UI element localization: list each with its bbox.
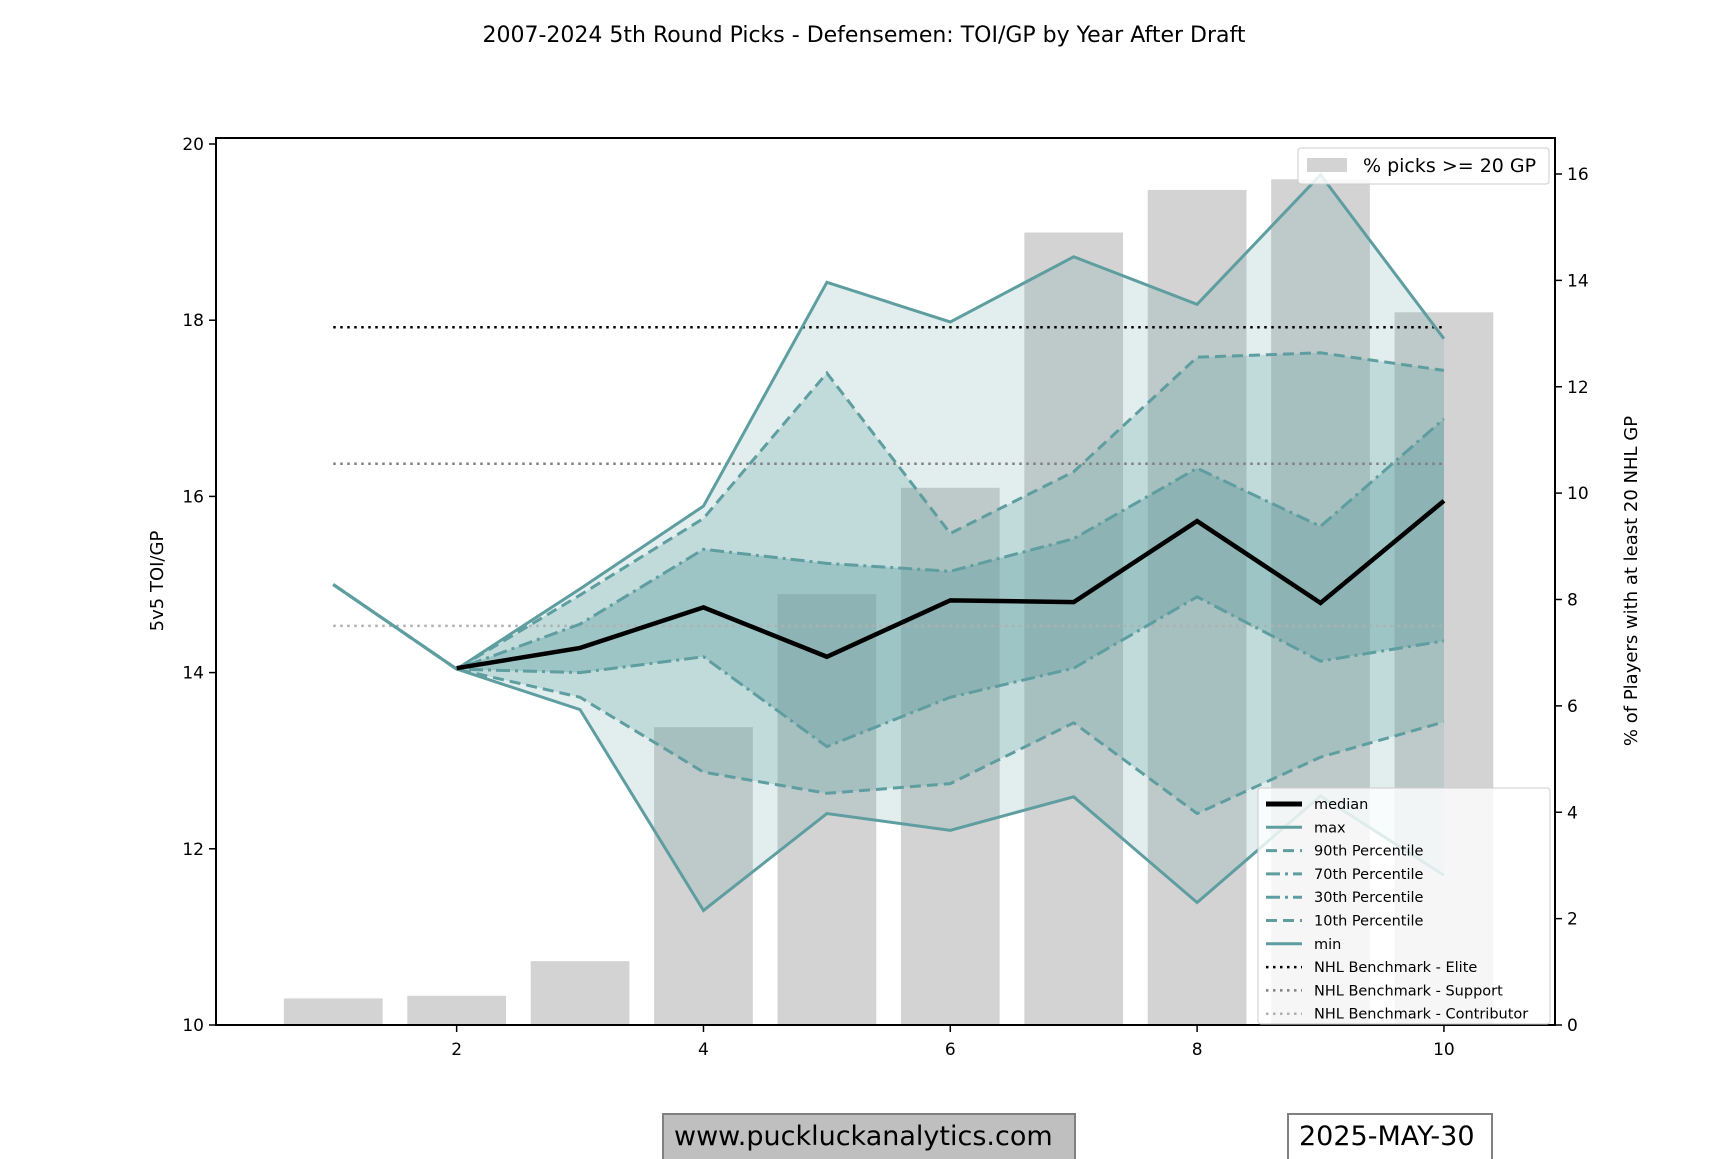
y-tick-label: 14 [182, 664, 204, 684]
series-line [332, 351, 1445, 671]
legend-label: 10th Percentile [1314, 914, 1424, 930]
y-tick-label: 10 [182, 1016, 204, 1036]
bar-legend-swatch [1307, 158, 1347, 172]
plot-frame [215, 137, 1556, 1026]
benchmark-lines [333, 325, 1444, 628]
axes: 10 12 14 16 18 20 0 2 4 6 8 10 12 14 16 2 4 6 8 10 [182, 135, 1588, 1060]
y2-tick-label: 14 [1567, 271, 1589, 291]
x-tick-label: 10 [1433, 1040, 1455, 1060]
series-line [332, 172, 1446, 671]
y2-tick-label: 12 [1567, 378, 1589, 398]
bar [530, 961, 630, 1025]
legend-label: NHL Benchmark - Elite [1314, 960, 1477, 976]
legend-box [1257, 787, 1551, 1025]
legend-label: NHL Benchmark - Support [1314, 983, 1503, 999]
y2-tick-label: 6 [1567, 697, 1578, 717]
y2-tick-label: 2 [1567, 910, 1578, 930]
bar [1024, 232, 1124, 1026]
y-tick-label: 18 [182, 311, 204, 331]
x-tick-label: 8 [1192, 1040, 1203, 1060]
bands-layer [456, 174, 1444, 911]
y-tick-label: 12 [182, 840, 204, 860]
bar [1147, 189, 1247, 1026]
band [456, 418, 1444, 747]
x-tick-label: 4 [698, 1040, 709, 1060]
bar-legend-label: % picks >= 20 GP [1363, 155, 1536, 177]
bar [777, 594, 877, 1025]
website-label: www.puckluckanalytics.com [662, 1113, 1076, 1159]
y-axis-label: 5v5 TOI/GP [147, 531, 168, 632]
legend-label: min [1314, 937, 1341, 953]
legend-label: 30th Percentile [1314, 890, 1424, 906]
series-line [456, 499, 1446, 671]
legend-label: 70th Percentile [1314, 867, 1424, 883]
y-tick-label: 16 [182, 487, 204, 507]
legend-label: 90th Percentile [1314, 844, 1424, 860]
legend-label: median [1314, 797, 1368, 813]
line-legend: median max 90th Percentile 70th Percentile 3… [1257, 787, 1551, 1025]
y2-tick-label: 4 [1567, 803, 1578, 823]
legend-label: NHL Benchmark - Contributor [1314, 1007, 1528, 1023]
band [456, 352, 1444, 814]
bar [654, 727, 753, 1025]
y2-tick-label: 8 [1567, 591, 1578, 611]
chart-title: 2007-2024 5th Round Picks - Defensemen: … [483, 23, 1246, 48]
bar [407, 995, 507, 1025]
bar [900, 487, 1000, 1025]
band [456, 174, 1444, 911]
y2-tick-label: 10 [1567, 484, 1589, 504]
bar [283, 998, 383, 1025]
y-tick-label: 20 [182, 135, 204, 155]
y2-tick-label: 0 [1567, 1016, 1578, 1036]
series-line [332, 417, 1445, 671]
x-tick-label: 2 [451, 1040, 462, 1060]
date-label: 2025-MAY-30 [1287, 1113, 1493, 1159]
x-tick-label: 6 [945, 1040, 956, 1060]
y2-axis-label: % of Players with at least 20 NHL GP [1621, 416, 1642, 746]
series-line [332, 583, 1445, 816]
legend-label: max [1314, 820, 1346, 836]
y2-tick-label: 16 [1567, 165, 1589, 185]
bar-legend: % picks >= 20 GP [1297, 147, 1550, 185]
